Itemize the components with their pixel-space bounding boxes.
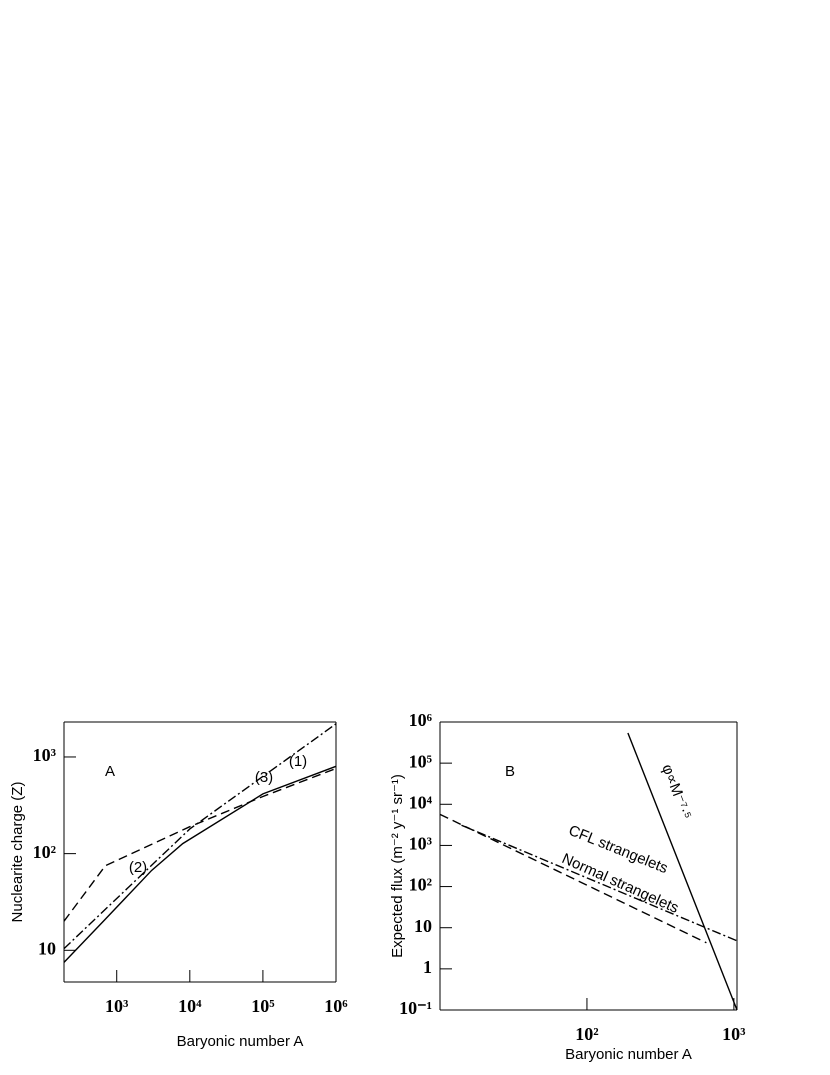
y-tick-label: 10⁴ bbox=[409, 792, 433, 812]
data-line bbox=[63, 723, 337, 950]
y-tick-label: 10² bbox=[33, 842, 56, 862]
y-tick-label: 10² bbox=[409, 875, 432, 895]
y-tick-label: 1 bbox=[423, 957, 432, 977]
y-axis-label: Expected flux (m⁻² y⁻¹ sr⁻¹) bbox=[389, 774, 406, 958]
y-tick-label: 10 bbox=[414, 916, 432, 936]
x-tick-label: 10⁵ bbox=[251, 996, 275, 1016]
annotation: (2) bbox=[129, 859, 147, 876]
x-tick-label: 10² bbox=[575, 1024, 598, 1044]
y-tick-label: 10⁵ bbox=[409, 751, 433, 771]
data-line bbox=[627, 732, 738, 1011]
x-tick-label: 10³ bbox=[722, 1024, 746, 1044]
x-tick-label: 10³ bbox=[105, 996, 129, 1016]
y-tick-label: 10³ bbox=[33, 745, 57, 765]
annotation: A bbox=[105, 763, 115, 780]
data-line bbox=[63, 767, 337, 922]
x-tick-label: 10⁴ bbox=[178, 996, 202, 1016]
y-tick-label: 10⁻¹ bbox=[399, 998, 432, 1018]
y-tick-label: 10³ bbox=[409, 834, 433, 854]
y-axis-label: Nuclearite charge (Z) bbox=[9, 782, 26, 923]
y-tick-label: 10⁶ bbox=[409, 710, 433, 730]
annotation: B bbox=[505, 763, 515, 780]
annotation: (3) bbox=[255, 769, 273, 786]
data-line bbox=[461, 824, 738, 942]
x-tick-label: 10⁶ bbox=[324, 996, 348, 1016]
annotation: φ∝M⁻⁷·⁵ bbox=[658, 762, 694, 822]
x-axis-label: Baryonic number A bbox=[177, 1033, 304, 1050]
annotation: (1) bbox=[289, 753, 307, 770]
x-axis-label: Baryonic number A bbox=[565, 1046, 692, 1063]
data-line bbox=[63, 765, 337, 963]
data-line bbox=[439, 813, 707, 944]
y-tick-label: 10 bbox=[38, 938, 56, 958]
